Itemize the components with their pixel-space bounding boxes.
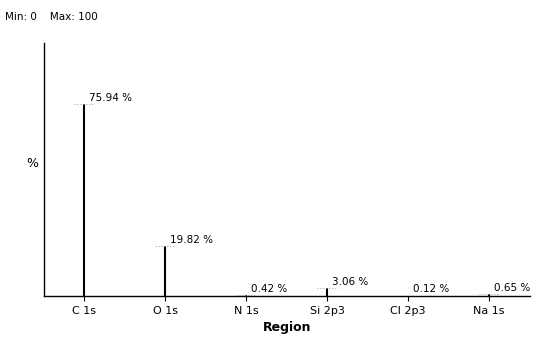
Text: 3.06 %: 3.06 % [332,277,368,287]
Text: 0.65 %: 0.65 % [494,283,530,293]
Text: 19.82 %: 19.82 % [170,235,213,245]
Text: 0.12 %: 0.12 % [413,284,449,295]
X-axis label: Region: Region [263,321,311,334]
Text: 75.94 %: 75.94 % [89,93,132,103]
Y-axis label: %: % [27,157,39,170]
Text: Min: 0    Max: 100: Min: 0 Max: 100 [5,12,98,22]
Text: 0.42 %: 0.42 % [251,284,287,294]
